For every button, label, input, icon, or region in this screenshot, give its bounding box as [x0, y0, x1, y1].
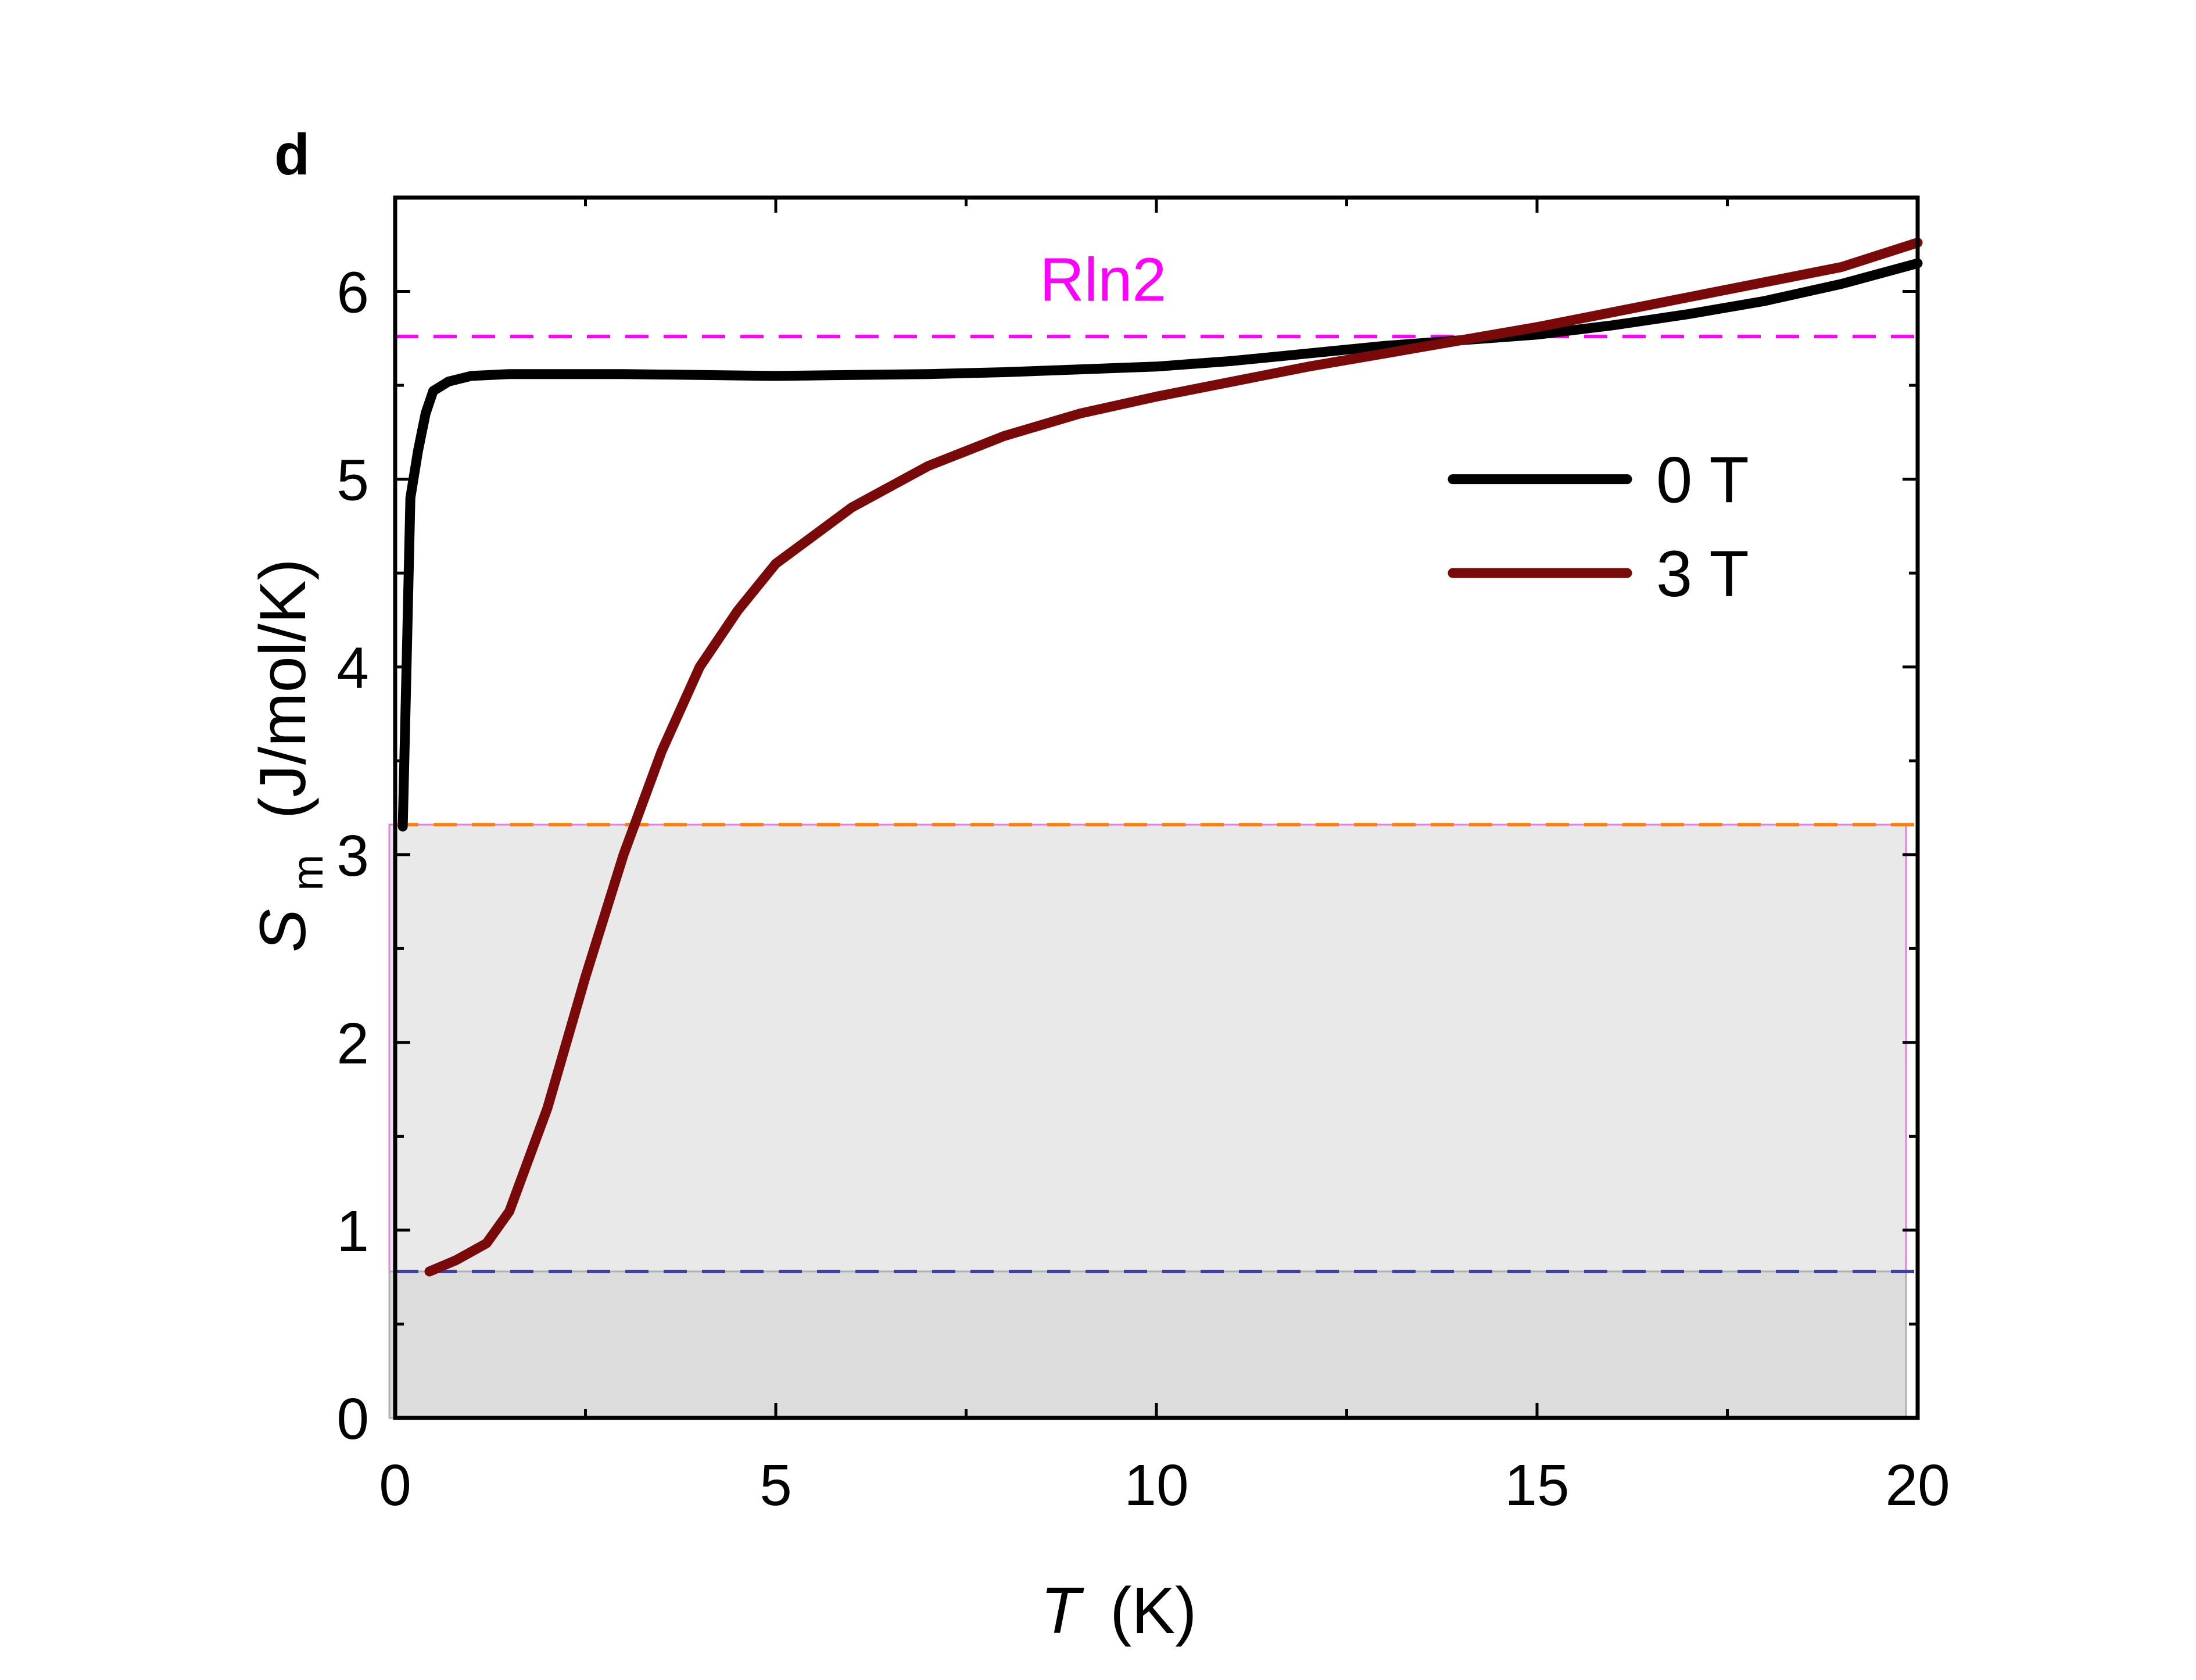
y-tick-label: 2	[336, 1011, 369, 1076]
y-axis-title: S m (J/mol/K)	[246, 558, 336, 952]
panel-label: d	[274, 122, 310, 187]
y-tick-label: 4	[336, 636, 369, 701]
y-tick-label: 6	[336, 260, 369, 325]
shaded-bands	[388, 823, 1907, 1419]
annotations: Rln2	[1040, 246, 1166, 314]
tick-labels: 0 5 10 15 20 0 1 2 3 4 5 6	[336, 260, 1950, 1518]
y-tick-label: 3	[336, 823, 369, 889]
annotation-rln2: Rln2	[1040, 246, 1166, 314]
x-axis-symbol: T	[1041, 1574, 1085, 1647]
y-tick-label: 1	[336, 1199, 369, 1264]
shaded-band-1	[388, 1270, 1907, 1419]
legend-label-3t: 3 T	[1656, 538, 1749, 610]
x-axis-unit: (K)	[1110, 1574, 1196, 1647]
series-line-3t	[424, 238, 1923, 1277]
series-line-0t	[397, 258, 1923, 832]
y-tick-label: 0	[336, 1387, 369, 1452]
x-tick-label: 15	[1504, 1453, 1569, 1518]
axis-ticks	[393, 196, 1919, 1420]
y-axis-symbol: S	[246, 909, 319, 952]
legend: 0 T3 T	[1448, 444, 1749, 610]
legend-label-0t: 0 T	[1656, 444, 1749, 517]
x-tick-label: 20	[1885, 1453, 1950, 1518]
shaded-band-0	[388, 823, 1907, 1273]
y-axis-unit: (J/mol/K)	[246, 558, 319, 819]
x-tick-label: 10	[1124, 1453, 1188, 1518]
y-tick-label: 5	[336, 448, 369, 513]
y-axis-subscript: m	[283, 854, 332, 890]
data-series	[397, 238, 1923, 1277]
x-tick-label: 5	[760, 1453, 792, 1518]
reference-lines	[395, 335, 1918, 1273]
y-axis-title-group: S m (J/mol/K)	[246, 558, 336, 952]
x-axis-title: T (K)	[1041, 1574, 1197, 1647]
x-tick-label: 0	[379, 1453, 411, 1518]
